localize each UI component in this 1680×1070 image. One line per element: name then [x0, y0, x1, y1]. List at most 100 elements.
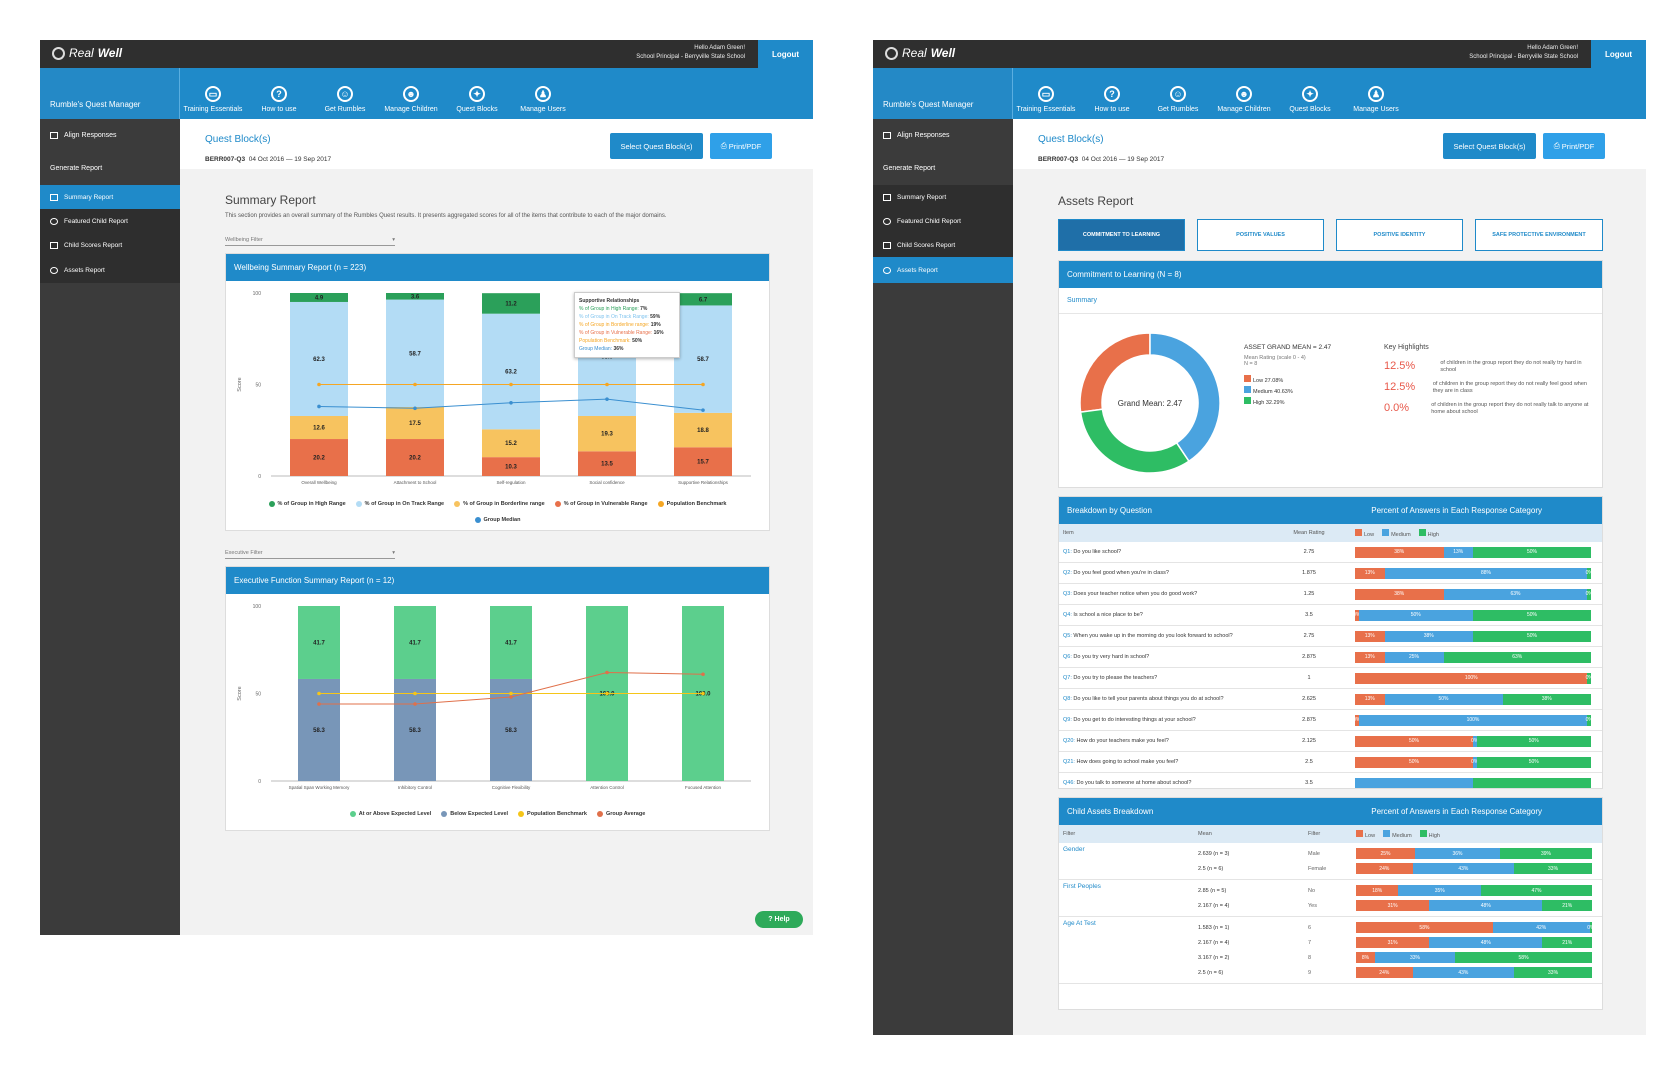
tab-safe-protective-environment[interactable]: SAFE PROTECTIVE ENVIRONMENT	[1475, 219, 1603, 251]
nav-quest-blocks[interactable]: ✦ Quest Blocks	[1277, 68, 1343, 119]
legend-vulnerable: % of Group in Vulnerable Range	[554, 501, 648, 507]
nav-manage-users[interactable]: ♟ Manage Users	[1343, 68, 1409, 119]
sidebar-item-featured-child[interactable]: Featured Child Report	[873, 209, 1013, 233]
group-mean: 2.5 (n = 6)	[1198, 865, 1224, 872]
executive-filter-select[interactable]: Executive Filter ▾	[225, 550, 395, 559]
tooltip-row: Group Median: 36%	[579, 346, 624, 352]
group-name[interactable]: Age At Test	[1063, 920, 1096, 927]
group-name[interactable]: First Peoples	[1063, 883, 1101, 890]
stacked-percent-bar: 18% 35% 47%	[1356, 885, 1592, 896]
align-icon	[50, 132, 58, 139]
nav-get-rumbles[interactable]: ☺ Get Rumbles	[312, 68, 378, 119]
legend-borderline: % of Group in Borderline range	[454, 501, 545, 507]
realwell-logo[interactable]: Real Well	[885, 46, 955, 60]
line-point	[317, 404, 321, 409]
group-name[interactable]: Gender	[1063, 846, 1085, 853]
question-row: Q46: Do you talk to someone at home abou…	[1059, 773, 1602, 788]
main-nav: Rumble's Quest Manager ▭ Training Essenti…	[40, 68, 813, 119]
printer-icon: ⎙	[1553, 141, 1562, 150]
quest-manager-title[interactable]: Rumble's Quest Manager	[873, 68, 1013, 119]
bar-segment: 21%	[1542, 900, 1592, 911]
select-quest-block-button[interactable]: Select Quest Block(s)	[1443, 133, 1536, 159]
sidebar-generate-report[interactable]: Generate Report	[40, 152, 180, 185]
nav-training-essentials[interactable]: ▭ Training Essentials	[180, 68, 246, 119]
tab-commitment-to-learning[interactable]: COMMITMENT TO LEARNING	[1058, 219, 1185, 251]
question-id-link[interactable]: Q9:	[1063, 717, 1072, 723]
bar-segment: 13%	[1355, 630, 1385, 642]
nav-get-rumbles[interactable]: ☺ Get Rumbles	[1145, 68, 1211, 119]
question-id-link[interactable]: Q21:	[1063, 759, 1075, 765]
percent-title: Percent of Answers in Each Response Cate…	[1371, 506, 1542, 515]
data-label: 41.7	[409, 640, 421, 646]
chevron-down-icon: ▾	[392, 237, 395, 243]
mean-rating: 2.875	[1302, 717, 1316, 723]
sidebar-label: Child Scores Report	[64, 241, 123, 249]
quest-subtitle: BERR007-Q3 04 Oct 2016 — 19 Sep 2017	[205, 156, 331, 163]
select-quest-block-button[interactable]: Select Quest Block(s)	[610, 133, 703, 159]
question-id-link[interactable]: Q1:	[1063, 549, 1072, 555]
sidebar-item-assets-report[interactable]: Assets Report	[873, 257, 1013, 283]
question-id-link[interactable]: Q6:	[1063, 654, 1072, 660]
question-id-link[interactable]: Q7:	[1063, 675, 1072, 681]
question-id-link[interactable]: Q3:	[1063, 591, 1072, 597]
legend-benchmark: Population Benchmark	[657, 501, 726, 507]
question-id-link[interactable]: Q8:	[1063, 696, 1072, 702]
logout-button[interactable]: Logout	[1591, 40, 1646, 68]
user-greeting: Hello Adam Green! School Principal - Berr…	[636, 44, 745, 62]
question-id-link[interactable]: Q20:	[1063, 738, 1075, 744]
help-button[interactable]: ? Help	[755, 911, 803, 928]
nav-training-essentials[interactable]: ▭ Training Essentials	[1013, 68, 1079, 119]
question-id-link[interactable]: Q46:	[1063, 780, 1075, 786]
realwell-logo[interactable]: Real Well	[52, 46, 122, 60]
data-label: 6.7	[699, 297, 708, 303]
chevron-down-icon: ▾	[392, 550, 395, 556]
sidebar-item-child-scores[interactable]: Child Scores Report	[873, 233, 1013, 257]
quest-manager-title[interactable]: Rumble's Quest Manager	[40, 68, 180, 119]
sidebar-align-responses[interactable]: Align Responses	[873, 119, 1013, 152]
stacked-percent-bar: 31% 48% 21%	[1356, 900, 1592, 911]
question-id-link[interactable]: Q4:	[1063, 612, 1072, 618]
sidebar-item-featured-child[interactable]: Featured Child Report	[40, 209, 180, 233]
sidebar-item-summary-report[interactable]: Summary Report	[873, 185, 1013, 209]
print-pdf-button[interactable]: ⎙ Print/PDF	[1543, 133, 1605, 159]
bar-segment	[386, 293, 444, 300]
question-text: Q20: How do your teachers make you feel?	[1063, 738, 1169, 744]
sidebar-align-responses[interactable]: Align Responses	[40, 119, 180, 152]
nav-manage-children[interactable]: ☻ Manage Children	[1211, 68, 1277, 119]
col-item: Item	[1063, 530, 1074, 536]
nav-how-to-use[interactable]: ? How to use	[246, 68, 312, 119]
question-id-link[interactable]: Q2:	[1063, 570, 1072, 576]
bar-segment: 100%	[1358, 714, 1588, 726]
bar-segment	[290, 301, 348, 416]
line-point	[317, 691, 321, 696]
bar-segment	[386, 407, 444, 440]
tab-positive-values[interactable]: POSITIVE VALUES	[1197, 219, 1324, 251]
stacked-percent-bar: 13% 38% 50%	[1355, 630, 1591, 642]
question-row: Q4: Is school a nice place to be? 3.5 0% 50…	[1059, 605, 1602, 626]
bar-segment	[1473, 777, 1591, 788]
wellbeing-filter-select[interactable]: Wellbeing Filter ▾	[225, 237, 395, 246]
sidebar-item-summary-report[interactable]: Summary Report	[40, 185, 180, 209]
sidebar-item-child-scores[interactable]: Child Scores Report	[40, 233, 180, 257]
x-tick-label: Supportive Relationships	[678, 480, 729, 485]
quest-title: Quest Block(s)	[205, 134, 271, 145]
data-label: 3.6	[411, 294, 420, 300]
tab-positive-identity[interactable]: POSITIVE IDENTITY	[1336, 219, 1463, 251]
nav-how-to-use[interactable]: ? How to use	[1079, 68, 1145, 119]
nav-manage-children[interactable]: ☻ Manage Children	[378, 68, 444, 119]
line-point	[701, 408, 705, 412]
group-row: 2.5 (n = 6) 9 24% 43% 33%	[1194, 965, 1592, 980]
bar-segment: 50%	[1355, 735, 1473, 747]
nav-quest-blocks[interactable]: ✦ Quest Blocks	[444, 68, 510, 119]
sidebar-generate-report[interactable]: Generate Report	[873, 152, 1013, 185]
sidebar-item-assets-report[interactable]: Assets Report	[40, 257, 180, 283]
bar-segment	[386, 439, 444, 476]
question-id-link[interactable]: Q5:	[1063, 633, 1072, 639]
print-pdf-button[interactable]: ⎙ Print/PDF	[710, 133, 772, 159]
bar-segment: 50%	[1473, 546, 1591, 558]
bar-segment: 0%	[1586, 672, 1593, 684]
x-tick-label: Spatial Span Working Memory	[289, 785, 350, 790]
logout-button[interactable]: Logout	[758, 40, 813, 68]
data-label: 18.8	[697, 428, 709, 434]
nav-manage-users[interactable]: ♟ Manage Users	[510, 68, 576, 119]
